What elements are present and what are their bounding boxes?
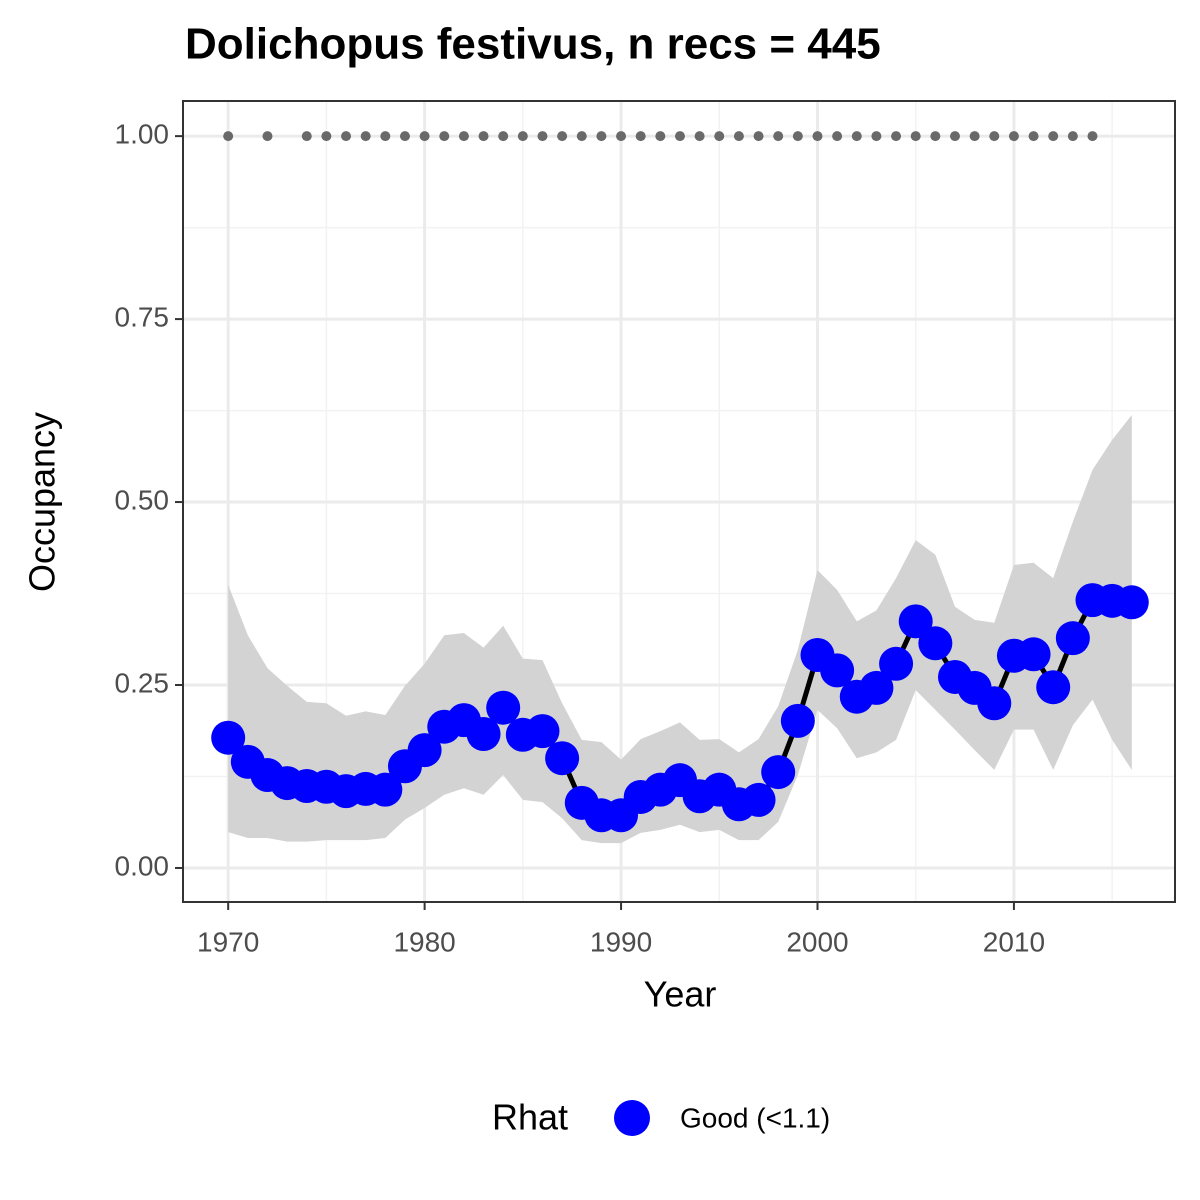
data-point xyxy=(977,686,1012,721)
record-point xyxy=(419,131,430,142)
record-point xyxy=(341,131,352,142)
data-point xyxy=(741,782,776,817)
y-tick-label: 0.50 xyxy=(115,484,170,515)
data-point xyxy=(486,690,521,725)
record-point xyxy=(714,131,725,142)
record-point xyxy=(930,131,941,142)
data-point xyxy=(918,626,953,661)
data-point xyxy=(1114,585,1149,620)
record-point xyxy=(989,131,1000,142)
y-axis-title: Occupancy xyxy=(22,412,63,592)
data-point xyxy=(1036,670,1071,705)
record-point xyxy=(910,131,921,142)
x-tick-label: 1980 xyxy=(393,926,455,957)
legend-label: Good (<1.1) xyxy=(680,1102,830,1133)
record-point xyxy=(380,131,391,142)
record-point xyxy=(733,131,744,142)
record-point xyxy=(439,131,450,142)
record-point xyxy=(262,131,273,142)
record-point xyxy=(478,131,489,142)
record-point xyxy=(832,131,843,142)
data-point xyxy=(1016,637,1051,672)
record-point xyxy=(399,131,410,142)
data-point xyxy=(211,720,246,755)
data-point xyxy=(407,733,442,768)
record-point xyxy=(557,131,568,142)
record-point xyxy=(1087,131,1098,142)
x-tick-label: 2010 xyxy=(983,926,1045,957)
data-point xyxy=(761,755,796,790)
record-point xyxy=(635,131,646,142)
x-tick-label: 2000 xyxy=(786,926,848,957)
data-point xyxy=(466,717,501,752)
data-point xyxy=(820,653,855,688)
record-point xyxy=(871,131,882,142)
record-point xyxy=(753,131,764,142)
data-point xyxy=(780,703,815,738)
record-point xyxy=(655,131,666,142)
x-tick-label: 1990 xyxy=(590,926,652,957)
y-tick-label: 0.75 xyxy=(115,301,170,332)
y-tick-label: 1.00 xyxy=(115,119,170,150)
record-point xyxy=(891,131,902,142)
record-point xyxy=(969,131,980,142)
record-point xyxy=(1008,131,1019,142)
record-point xyxy=(851,131,862,142)
record-point xyxy=(596,131,607,142)
data-point xyxy=(859,670,894,705)
data-point xyxy=(898,604,933,639)
record-point xyxy=(321,131,332,142)
data-point xyxy=(525,714,560,749)
y-tick-label: 0.00 xyxy=(115,850,170,881)
x-axis-title: Year xyxy=(644,974,717,1015)
record-point xyxy=(576,131,587,142)
legend-marker xyxy=(614,1100,650,1136)
data-point xyxy=(1055,621,1090,656)
legend-title: Rhat xyxy=(492,1097,568,1138)
chart-title: Dolichopus festivus, n recs = 445 xyxy=(185,20,881,69)
record-point xyxy=(792,131,803,142)
data-point xyxy=(368,772,403,807)
record-point xyxy=(616,131,627,142)
record-point xyxy=(674,131,685,142)
record-point xyxy=(1028,131,1039,142)
record-point xyxy=(694,131,705,142)
data-point xyxy=(879,646,914,681)
record-point xyxy=(458,131,469,142)
record-point xyxy=(517,131,528,142)
plot-border xyxy=(182,100,1176,903)
record-point xyxy=(301,131,312,142)
record-point xyxy=(498,131,509,142)
record-point xyxy=(223,131,234,142)
data-point xyxy=(545,741,580,776)
record-point xyxy=(1048,131,1059,142)
record-point xyxy=(360,131,371,142)
record-point xyxy=(949,131,960,142)
x-tick-label: 1970 xyxy=(197,926,259,957)
record-point xyxy=(537,131,548,142)
record-point xyxy=(812,131,823,142)
record-point xyxy=(773,131,784,142)
y-tick-label: 0.25 xyxy=(115,667,170,698)
record-point xyxy=(1067,131,1078,142)
